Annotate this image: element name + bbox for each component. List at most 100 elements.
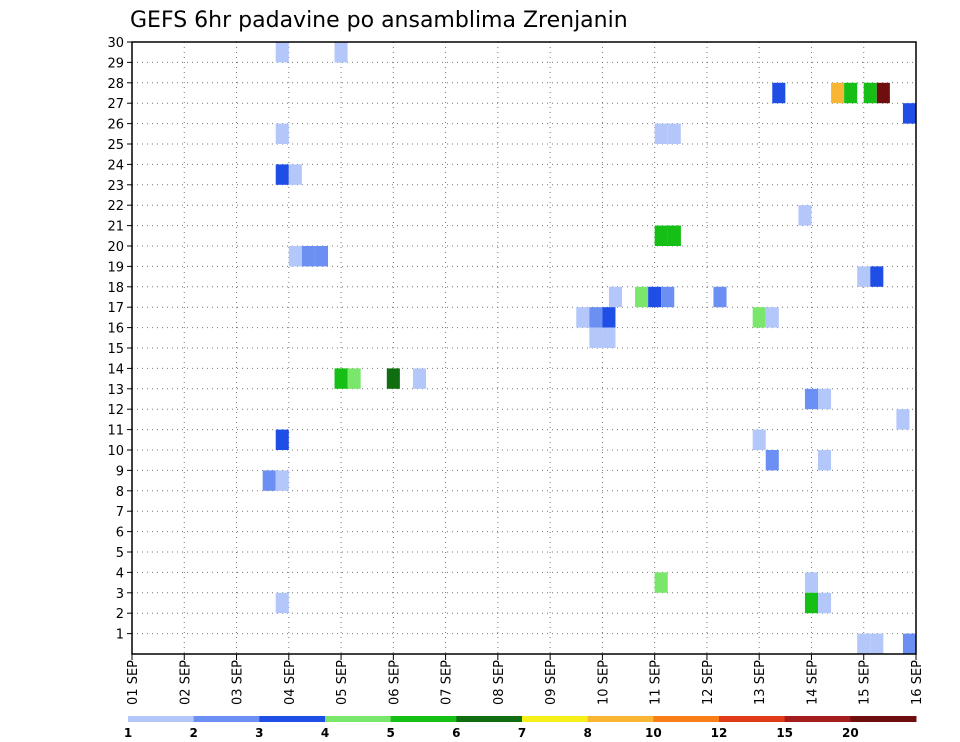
- y-tick-label: 25: [107, 138, 124, 153]
- plot-frame: [131, 41, 917, 655]
- y-tick-label: 17: [107, 301, 124, 316]
- precip-cell: [798, 205, 812, 226]
- precip-cell: [804, 388, 818, 410]
- colorbar-swatch: [325, 716, 392, 722]
- y-tick-label: 9: [116, 464, 124, 479]
- colorbar-label: 3: [255, 726, 263, 740]
- y-tick-label: 5: [116, 546, 124, 561]
- precip-cell: [765, 450, 779, 471]
- chart-title: GEFS 6hr padavine po ansamblima Zrenjani…: [130, 8, 628, 33]
- precip-cell: [772, 82, 786, 104]
- precip-cell: [275, 429, 289, 450]
- colorbar-label: 6: [452, 726, 460, 740]
- y-tick-label: 23: [107, 179, 124, 194]
- precip-cell: [275, 164, 289, 185]
- precip-cell: [275, 123, 289, 144]
- colorbar-label: 5: [386, 726, 394, 740]
- colorbar-label: 20: [842, 726, 859, 740]
- precip-cell: [896, 409, 910, 430]
- precip-cell: [857, 633, 871, 654]
- x-tick-label: 12 SEP: [701, 660, 716, 705]
- colorbar: 1 2 3 4 5 6 7 8 10 12 15 20: [124, 716, 917, 740]
- y-tick-label: 27: [107, 97, 124, 112]
- precip-cell: [876, 82, 890, 104]
- y-tick-label: 21: [107, 220, 124, 235]
- precip-cell: [301, 246, 315, 267]
- y-tick-label: 18: [107, 281, 124, 296]
- precip-cell: [818, 388, 832, 410]
- colorbar-swatch: [456, 716, 523, 722]
- y-tick-label: 14: [107, 362, 124, 377]
- precip-cell: [713, 286, 727, 308]
- y-tick-label: 3: [116, 587, 124, 602]
- precip-cell: [831, 82, 845, 104]
- precip-cell: [667, 225, 681, 246]
- colorbar-swatch: [850, 716, 917, 722]
- precip-cell: [576, 307, 590, 328]
- precip-cell: [608, 286, 622, 308]
- y-tick-label: 24: [107, 158, 124, 173]
- y-tick-label: 26: [107, 118, 124, 133]
- precip-cell: [635, 286, 649, 308]
- y-tick-label: 29: [107, 56, 124, 71]
- x-tick-label: 13 SEP: [753, 660, 768, 705]
- y-tick-label: 4: [116, 566, 124, 581]
- x-tick-label: 03 SEP: [231, 660, 246, 705]
- y-tick-label: 19: [107, 260, 124, 275]
- precip-cell: [412, 368, 426, 389]
- x-tick-label: 10 SEP: [596, 660, 611, 705]
- colorbar-label: 8: [583, 726, 591, 740]
- colorbar-swatch: [587, 716, 654, 722]
- precip-cell: [667, 123, 681, 144]
- precip-cell: [314, 246, 328, 267]
- y-tick-label: 10: [107, 444, 124, 459]
- precip-cell: [347, 368, 361, 389]
- colorbar-swatch: [719, 716, 786, 722]
- precip-cell: [275, 592, 289, 614]
- x-tick-label: 08 SEP: [492, 660, 507, 705]
- precip-cell: [648, 286, 662, 308]
- colorbar-swatch: [128, 716, 195, 722]
- precip-cell: [589, 307, 603, 328]
- precip-cell: [275, 470, 289, 491]
- precip-cell: [902, 103, 916, 124]
- precip-cell: [275, 42, 289, 63]
- precip-cell: [602, 307, 616, 328]
- x-tick-label: 14 SEP: [805, 660, 820, 705]
- y-tick-label: 2: [116, 607, 124, 622]
- x-tick-label: 16 SEP: [910, 660, 925, 705]
- precip-cell: [863, 82, 877, 104]
- colorbar-label: 1: [124, 726, 132, 740]
- colorbar-swatch: [522, 716, 589, 722]
- y-tick-label: 1: [116, 628, 124, 643]
- precip-cell: [602, 327, 616, 348]
- precip-cell: [262, 470, 276, 491]
- y-tick-label: 20: [107, 240, 124, 255]
- precip-cell: [589, 327, 603, 348]
- colorbar-label: 12: [711, 726, 728, 740]
- y-tick-label: 28: [107, 77, 124, 92]
- precip-cell: [818, 592, 832, 614]
- colorbar-label: 15: [776, 726, 793, 740]
- precip-cell: [902, 633, 916, 654]
- colorbar-label: 7: [518, 726, 526, 740]
- y-tick-label: 11: [107, 424, 124, 439]
- x-tick-label: 06 SEP: [387, 660, 402, 705]
- precip-cell: [870, 266, 884, 287]
- precip-cell: [661, 286, 675, 308]
- colorbar-label: 4: [321, 726, 329, 740]
- x-tick-label: 11 SEP: [649, 660, 664, 705]
- x-tick-label: 07 SEP: [440, 660, 455, 705]
- precip-cell: [654, 225, 668, 246]
- x-tick-label: 02 SEP: [178, 660, 193, 705]
- y-tick-label: 6: [116, 526, 124, 541]
- precip-cell: [844, 82, 858, 104]
- y-tick-label: 13: [107, 383, 124, 398]
- x-tick-label: 01 SEP: [126, 660, 141, 705]
- x-axis: 01 SEP 02 SEP 03 SEP 04 SEP 05 SEP 06 SEP 07 S…: [126, 654, 925, 705]
- colorbar-swatch: [390, 716, 457, 722]
- precip-cell: [654, 572, 668, 593]
- colorbar-swatch: [259, 716, 326, 722]
- x-tick-label: 04 SEP: [283, 660, 298, 705]
- precip-cell: [804, 592, 818, 614]
